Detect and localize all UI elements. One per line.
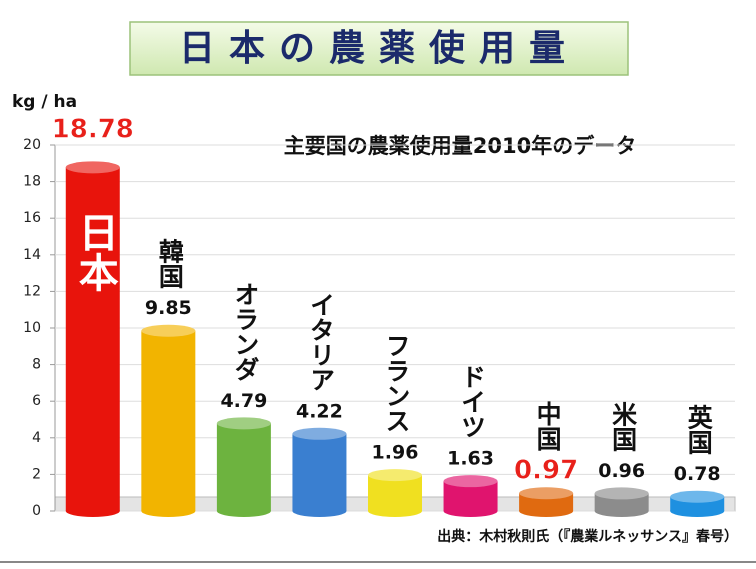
y-tick-label: 0 xyxy=(32,503,41,519)
value-label: 9.85 xyxy=(145,297,192,319)
bar-top xyxy=(443,475,498,488)
value-label: 0.97 xyxy=(514,456,578,486)
category-label: 米国 xyxy=(609,401,638,451)
bar-top xyxy=(519,487,574,500)
y-tick-label: 10 xyxy=(23,320,41,336)
source-note: 出典：木村秋則氏（『農業ルネッサンス』春号） xyxy=(437,528,738,545)
category-label: オランダ xyxy=(231,281,260,381)
value-label: 18.78 xyxy=(52,115,134,145)
bar-top xyxy=(216,417,271,430)
value-label: 1.96 xyxy=(372,442,419,464)
category-label: イタリア xyxy=(306,292,335,392)
category-label: 韓国 xyxy=(155,239,184,289)
category-label: 日本 xyxy=(72,212,119,292)
category-label: 英国 xyxy=(684,405,713,455)
y-tick-label: 16 xyxy=(23,210,41,226)
value-label: 4.79 xyxy=(220,390,267,412)
y-tick-label: 20 xyxy=(23,137,41,153)
value-label: 0.96 xyxy=(598,460,645,482)
chart-title: 日本の農薬使用量 xyxy=(179,28,579,69)
bar-top xyxy=(292,427,347,440)
bar xyxy=(292,433,347,511)
bar-top xyxy=(65,161,120,174)
y-tick-label: 18 xyxy=(23,174,41,190)
bar-top xyxy=(670,490,725,503)
y-tick-label: 12 xyxy=(23,283,41,299)
bar-top xyxy=(594,487,649,500)
category-label: フランス xyxy=(382,333,411,433)
bar xyxy=(141,330,196,511)
y-tick-label: 8 xyxy=(32,357,41,373)
y-tick-label: 4 xyxy=(32,430,41,446)
bar xyxy=(65,167,120,512)
bar-top xyxy=(368,469,422,482)
value-label: 1.63 xyxy=(447,448,494,470)
bar-top xyxy=(141,324,196,337)
value-label: 4.22 xyxy=(296,400,343,422)
value-label: 0.78 xyxy=(674,463,721,485)
category-label: ドイツ xyxy=(458,364,487,439)
title-box xyxy=(129,21,629,76)
category-label: 中国 xyxy=(533,401,562,451)
y-tick-label: 14 xyxy=(23,247,41,263)
y-tick-label: 2 xyxy=(32,466,41,482)
chart-subtitle: 主要国の農薬使用量2010年のデータ xyxy=(284,134,636,158)
y-tick-label: 6 xyxy=(32,393,41,409)
bar xyxy=(216,423,271,511)
y-axis-label: kg / ha xyxy=(12,92,77,112)
